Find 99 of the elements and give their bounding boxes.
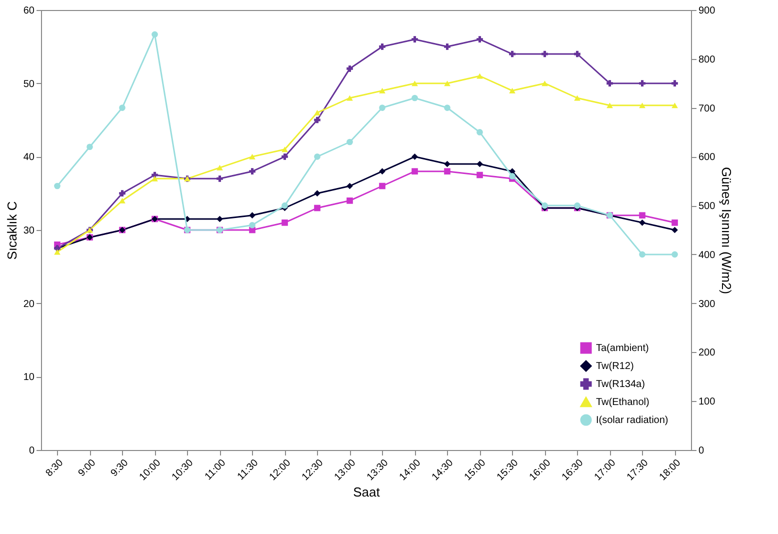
x-tick-label: 9:00 [76, 457, 98, 480]
point [152, 176, 158, 182]
point [672, 80, 678, 86]
point [249, 222, 256, 228]
point [282, 220, 288, 226]
point [216, 216, 223, 222]
point [346, 198, 353, 204]
point [412, 168, 418, 174]
point [249, 154, 256, 160]
point [314, 116, 320, 124]
y-tick-label: 0 [28, 446, 35, 456]
point [379, 44, 386, 50]
point [476, 36, 483, 42]
x-tick-label: 8:30 [44, 457, 66, 480]
point [216, 176, 223, 182]
point [412, 36, 418, 42]
point [509, 50, 516, 58]
point [314, 154, 320, 160]
point [444, 160, 450, 168]
y2-tick-label: 100 [698, 396, 716, 408]
y2-tick-label: 400 [698, 250, 716, 261]
point [639, 220, 646, 226]
point [672, 251, 678, 258]
y-axis-title: Sıcaklık C [4, 201, 20, 260]
x-axis-title: Saat [353, 484, 380, 500]
y2-tick-label: 0 [698, 446, 704, 456]
point [606, 80, 613, 86]
y-tick-label: 40 [23, 152, 35, 164]
point [412, 80, 418, 86]
y2-tick-label: 700 [698, 103, 716, 114]
point [152, 172, 158, 178]
y-tick-label: 50 [23, 78, 35, 90]
point [314, 110, 320, 116]
point [672, 220, 678, 226]
point [509, 88, 516, 94]
point [412, 154, 418, 160]
point [119, 104, 126, 111]
point [672, 102, 678, 108]
legend-label: Tw(Ethanol) [596, 397, 650, 408]
point [672, 226, 678, 234]
point [412, 94, 418, 102]
y-tick-label: 30 [23, 226, 35, 236]
point [639, 251, 646, 258]
legend-label: Tw(R134a) [596, 379, 645, 390]
y-tick-label: 60 [23, 6, 35, 16]
point [476, 129, 483, 136]
y-tick-label: 10 [23, 372, 35, 384]
point [542, 202, 548, 209]
point [119, 198, 126, 204]
point [282, 202, 288, 209]
point [574, 202, 580, 209]
point [574, 95, 580, 101]
legend-label: I(solar radiation) [596, 415, 668, 426]
point [249, 212, 256, 218]
point [86, 144, 93, 150]
y2-tick-label: 600 [698, 152, 716, 164]
point [314, 204, 320, 212]
point [444, 168, 450, 174]
point [54, 249, 60, 255]
point [476, 172, 483, 178]
point [574, 50, 580, 58]
point [444, 104, 450, 111]
point [249, 168, 256, 174]
point [379, 104, 386, 111]
y2-tick-label: 300 [698, 298, 716, 310]
point [639, 102, 646, 108]
y2-tick-label: 500 [698, 201, 716, 212]
point [379, 88, 386, 94]
point [282, 154, 288, 160]
point [152, 31, 158, 38]
point [346, 66, 353, 72]
y2-tick-label: 900 [698, 6, 716, 16]
point [444, 44, 450, 50]
point [444, 80, 450, 86]
x-tick-label: 9:30 [108, 457, 131, 480]
y2-tick-label: 200 [698, 348, 716, 359]
legend-label: Tw(R12) [596, 361, 634, 372]
point [314, 190, 320, 196]
point [509, 173, 516, 180]
point [542, 50, 548, 58]
y-tick-label: 20 [23, 298, 35, 310]
point [54, 182, 60, 190]
point [216, 164, 223, 170]
point [606, 102, 613, 108]
point [476, 160, 483, 168]
point [346, 182, 353, 190]
point [119, 190, 126, 196]
point [476, 73, 483, 79]
point [379, 168, 386, 174]
y2-axis-title: Güneş Işınımı (W/m2) [719, 166, 734, 294]
point [346, 138, 353, 146]
legend-label: Ta(ambient) [596, 343, 649, 354]
point [379, 182, 386, 190]
y2-tick-label: 800 [698, 54, 716, 66]
point [282, 146, 288, 152]
point [542, 80, 548, 86]
point [639, 80, 646, 86]
point [639, 212, 646, 218]
point [346, 95, 353, 101]
